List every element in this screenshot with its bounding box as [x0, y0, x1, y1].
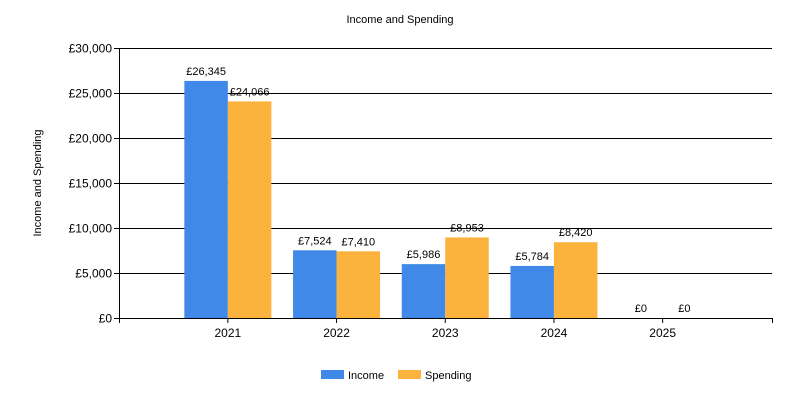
- x-tick-label: 2023: [432, 326, 459, 340]
- bar-income: [510, 265, 554, 318]
- legend-swatch-income: [321, 370, 344, 379]
- data-label: £8,953: [450, 222, 484, 234]
- chart-title: Income and Spending: [346, 14, 453, 26]
- data-label: £8,420: [559, 227, 593, 239]
- y-tick-label: £10,000: [69, 222, 113, 236]
- bar-income: [184, 80, 228, 319]
- bar-income: [293, 250, 337, 318]
- bar-income: [401, 264, 446, 318]
- bar-spending: [336, 251, 381, 318]
- bar-spending: [445, 237, 489, 318]
- bar-spending: [227, 101, 272, 318]
- legend-label-spending: Spending: [425, 370, 472, 382]
- data-label: £7,410: [341, 236, 375, 248]
- data-label: £0: [678, 303, 690, 315]
- y-tick-label: £15,000: [69, 177, 113, 191]
- y-axis-title: Income and Spending: [32, 129, 44, 236]
- legend-label-income: Income: [348, 370, 384, 382]
- y-tick-label: £5,000: [75, 267, 112, 281]
- tick-labels: £0 £5,000 £10,000 £15,000 £20,000 £25,000 £30,…: [69, 42, 677, 341]
- data-label: £0: [635, 303, 647, 315]
- y-tick-label: £30,000: [69, 42, 113, 56]
- data-label: £24,066: [230, 86, 270, 98]
- legend: Income Spending: [321, 370, 472, 382]
- legend-swatch-spending: [398, 370, 421, 379]
- data-label: £26,345: [186, 66, 226, 78]
- x-tick-label: 2024: [541, 326, 568, 340]
- x-tick-label: 2021: [214, 326, 241, 340]
- data-label: £5,986: [407, 249, 441, 261]
- bar-spending: [553, 242, 598, 318]
- data-label: £5,784: [515, 251, 549, 263]
- x-tick-label: 2022: [323, 326, 350, 340]
- y-tick-label: £0: [99, 312, 113, 326]
- data-label: £7,524: [298, 235, 332, 247]
- data-labels: £26,345 £24,066 £7,524 £7,410 £5,986 £8,953 £5…: [186, 66, 690, 315]
- bars: [184, 80, 598, 319]
- y-tick-label: £25,000: [69, 87, 113, 101]
- x-tick-label: 2025: [649, 326, 676, 340]
- y-tick-label: £20,000: [69, 132, 113, 146]
- axes: [114, 48, 773, 323]
